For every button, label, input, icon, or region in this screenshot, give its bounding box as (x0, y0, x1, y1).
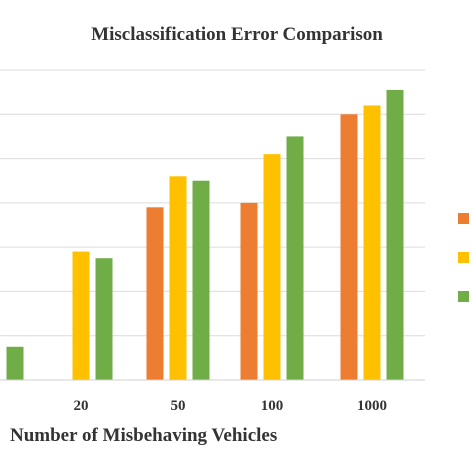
bar-first-series-3 (6, 346, 24, 380)
bar-20-series-3 (95, 258, 113, 380)
bar-1000-series-1 (340, 114, 358, 381)
bar-50-series-1 (146, 207, 164, 380)
bar-100-series-1 (240, 202, 258, 380)
legend (458, 213, 469, 302)
bar-100-series-2 (263, 154, 281, 380)
x-tick-labels: 20 50 100 1000 (74, 398, 388, 414)
x-tick-label: 20 (74, 398, 89, 414)
legend-swatch-series-3 (458, 291, 469, 302)
bar-100-series-3 (286, 136, 304, 380)
gridlines (0, 69, 425, 337)
x-axis-title: Number of Misbehaving Vehicles (10, 425, 277, 446)
bars (6, 89, 404, 381)
legend-swatch-series-2 (458, 252, 469, 263)
bar-20-series-2 (72, 251, 90, 380)
chart-title: Misclassification Error Comparison (91, 24, 383, 45)
x-tick-label: 50 (171, 398, 186, 414)
bar-50-series-3 (192, 180, 210, 380)
bar-50-series-2 (169, 176, 187, 380)
bar-1000-series-2 (363, 105, 381, 380)
legend-swatch-series-1 (458, 213, 469, 224)
x-tick-label: 100 (261, 398, 284, 414)
x-tick-label: 1000 (357, 398, 387, 414)
bar-1000-series-3 (386, 89, 404, 380)
